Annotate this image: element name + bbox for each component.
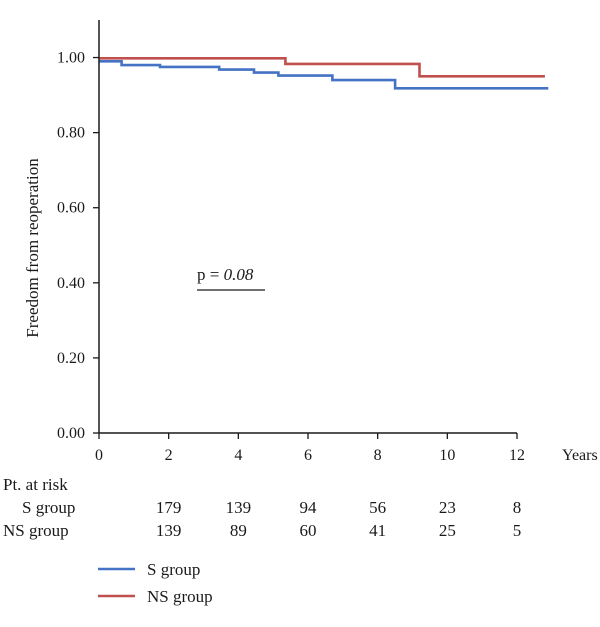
series-line-s-group — [99, 60, 549, 90]
at-risk-value: 5 — [513, 521, 522, 540]
y-tick-label: 0.40 — [57, 275, 85, 292]
x-axis-unit-label: Years — [562, 447, 598, 464]
p-value-number: 0.08 — [224, 265, 254, 284]
p-value-text: p = 0.08 — [197, 265, 254, 284]
y-tick-label: 0.60 — [57, 200, 85, 217]
at-risk-value: 139 — [226, 498, 252, 517]
survival-curves — [99, 57, 549, 90]
x-tick-label: 6 — [304, 447, 312, 464]
x-tick-label: 4 — [234, 447, 242, 464]
at-risk-value: 25 — [439, 521, 456, 540]
at-risk-value: 56 — [369, 498, 386, 517]
p-value-annotation: p = 0.08 — [197, 265, 265, 291]
p-value-prefix: p = — [197, 265, 224, 284]
x-tick-label: 10 — [439, 447, 455, 464]
legend: S group NS group — [98, 560, 213, 606]
at-risk-row-label-ns: NS group — [3, 521, 69, 540]
at-risk-row-label-s: S group — [22, 498, 75, 517]
at-risk-values: 179 139 94 56 23 8 139 89 60 41 25 5 — [156, 498, 521, 540]
at-risk-table: Pt. at risk S group NS group 179 139 94 56 2… — [3, 475, 521, 540]
y-tick-label: 0.00 — [57, 425, 85, 442]
y-tick-label: 1.00 — [57, 50, 85, 67]
x-tick-label: 2 — [165, 447, 173, 464]
at-risk-value: 41 — [369, 521, 386, 540]
x-tick-label: 0 — [95, 447, 103, 464]
y-tick-label: 0.80 — [57, 125, 85, 142]
at-risk-value: 23 — [439, 498, 456, 517]
legend-label-ns-group: NS group — [147, 587, 213, 606]
y-axis-ticks: 0.00 0.20 0.40 0.60 0.80 1.00 — [57, 50, 99, 442]
y-tick-label: 0.20 — [57, 350, 85, 367]
legend-label-s-group: S group — [147, 560, 200, 579]
at-risk-value: 8 — [513, 498, 522, 517]
at-risk-value: 89 — [230, 521, 247, 540]
at-risk-value: 179 — [156, 498, 182, 517]
at-risk-title: Pt. at risk — [3, 475, 68, 494]
x-tick-label: 12 — [509, 447, 525, 464]
x-axis-ticks: 0 2 4 6 8 10 12 — [95, 433, 525, 464]
y-axis-label: Freedom from reoperation — [23, 158, 42, 338]
at-risk-value: 60 — [300, 521, 317, 540]
at-risk-value: 139 — [156, 521, 182, 540]
plot-area: 0.00 0.20 0.40 0.60 0.80 1.00 0 2 4 6 8 10 12 — [57, 20, 549, 464]
at-risk-value: 94 — [300, 498, 318, 517]
x-tick-label: 8 — [374, 447, 382, 464]
series-line-ns-group — [99, 57, 545, 78]
